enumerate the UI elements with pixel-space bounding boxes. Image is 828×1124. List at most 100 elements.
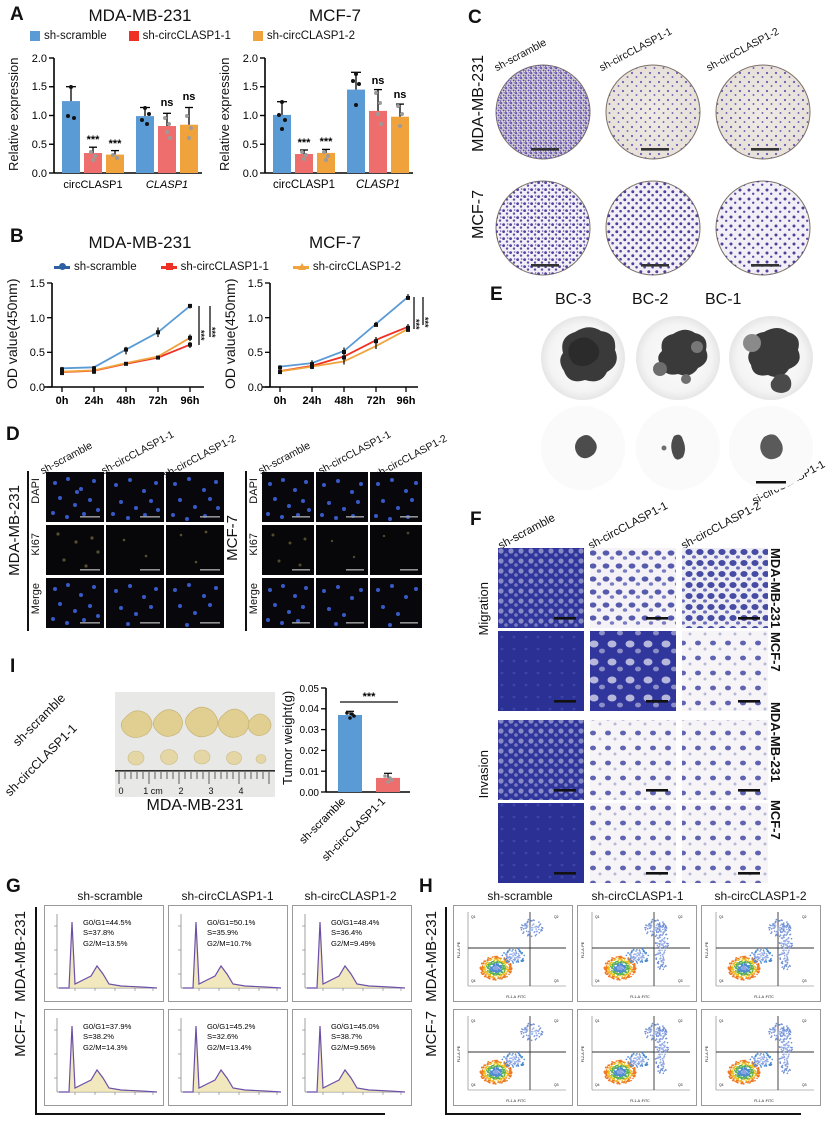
legend-swatch-icon	[252, 31, 263, 41]
svg-text:Q3: Q3	[554, 1083, 559, 1087]
cellcycle-stats: G0/G1=37.9% S=38.2% G2/M=14.3%	[83, 1022, 132, 1052]
svg-text:24h: 24h	[85, 395, 104, 407]
svg-text:Q3: Q3	[802, 1083, 807, 1087]
svg-text:1.5: 1.5	[248, 278, 263, 290]
svg-text:48h: 48h	[117, 395, 136, 407]
cellcycle-stats: G0/G1=45.2% S=32.6% G2/M=13.4%	[207, 1022, 256, 1052]
legend-line-triangle-icon	[292, 263, 309, 270]
svg-text:48h: 48h	[335, 395, 354, 407]
svg-text:Q1: Q1	[471, 1019, 476, 1023]
ruler-tick-0: 0	[118, 786, 123, 796]
svg-text:Q1: Q1	[595, 1019, 600, 1023]
panel-g-col-1: sh-circCLASP1-1	[181, 889, 274, 903]
panel-b: B MDA-MB-231 MCF-7 sh-scramble sh-circCL…	[0, 225, 430, 425]
cellcycle-histogram: G0/G1=45.0% S=38.7% G2/M=9.56%	[292, 1009, 412, 1106]
panel-d-g2-divider	[245, 471, 247, 631]
panel-i-row-label-1: sh-circCLASP1-1	[2, 721, 80, 799]
svg-text:0.5: 0.5	[30, 347, 45, 359]
svg-text:FL2-A :PE: FL2-A :PE	[457, 941, 461, 958]
panel-c-row-label-1: MCF-7	[470, 190, 487, 239]
panel-c-row-label-0: MDA-MB-231	[470, 55, 487, 152]
panel-h-col-0: sh-scramble	[487, 889, 553, 903]
panel-g-col-0: sh-scramble	[77, 889, 143, 903]
svg-text:2.0: 2.0	[243, 53, 258, 65]
svg-text:Q2: Q2	[802, 915, 807, 919]
panel-b-label: B	[10, 226, 24, 247]
panel-e-col-label-0: BC-3	[555, 291, 592, 308]
svg-text:FL2-A :PE: FL2-A :PE	[705, 1045, 709, 1062]
svg-text:Q3: Q3	[554, 979, 559, 983]
svg-text:0.0: 0.0	[248, 382, 263, 394]
svg-text:***: ***	[420, 317, 430, 328]
svg-text:Q1: Q1	[471, 915, 476, 919]
cellcycle-histogram: G0/G1=44.5% S=37.8% G2/M=13.5%	[44, 905, 164, 1002]
apoptosis-scatter: Q1 Q2 Q4 Q3 FL1-A :FITC FL2-A :PE	[577, 905, 697, 1002]
svg-text:0h: 0h	[274, 395, 287, 407]
panel-b-chart2-svg: 0.0 0.5 1.0 1.5	[248, 278, 430, 407]
panel-i-photo-caption: MDA-MB-231	[146, 797, 244, 814]
svg-text:ns: ns	[183, 91, 196, 103]
panel-b-ylabel: OD value(450nm)	[4, 278, 20, 390]
panel-a-chart-mcf7: Relative expression 0.0 0.5 1.0 1.5 2.0	[215, 48, 420, 218]
spheroid-well	[729, 316, 813, 400]
svg-text:ns: ns	[161, 97, 174, 109]
panel-h-col-1: sh-circCLASP1-1	[591, 889, 684, 903]
svg-text:FL1-A :FITC: FL1-A :FITC	[506, 1099, 526, 1103]
svg-text:FL2-A :PE: FL2-A :PE	[581, 941, 585, 958]
svg-text:Q4: Q4	[471, 1083, 476, 1087]
svg-text:0.0: 0.0	[243, 168, 258, 180]
svg-text:0.05: 0.05	[300, 684, 320, 695]
svg-text:CLASP1: CLASP1	[146, 179, 188, 191]
panel-f-row-cell-0: MDA-MB-231	[768, 548, 783, 629]
panel-h-row-1: MCF-7	[423, 1011, 440, 1057]
panel-f-label: F	[470, 509, 482, 530]
cellcycle-histogram: G0/G1=50.1% S=35.9% G2/M=10.7%	[168, 905, 288, 1002]
bar-sh-scramble	[338, 715, 362, 792]
svg-text:Q3: Q3	[678, 979, 683, 983]
panel-h-row-0: MDA-MB-231	[423, 911, 440, 1002]
svg-text:Q1: Q1	[719, 915, 724, 919]
svg-text:FL2-A :PE: FL2-A :PE	[581, 1045, 585, 1062]
panel-d-g1-images	[46, 472, 224, 628]
ruler-tick-2: 2	[178, 786, 183, 796]
panel-e-col-label-1: BC-2	[632, 291, 669, 308]
apoptosis-scatter: Q1 Q2 Q4 Q3 FL1-A :FITC FL2-A :PE	[701, 905, 821, 1002]
panel-e-images	[541, 316, 813, 490]
legend-label: sh-circCLASP1-1	[142, 30, 231, 42]
svg-text:0.00: 0.00	[300, 788, 320, 799]
svg-text:FL2-A :PE: FL2-A :PE	[457, 1045, 461, 1062]
svg-text:0.5: 0.5	[243, 139, 258, 151]
spheroid-well	[541, 406, 625, 490]
panel-d-g1-divider	[27, 471, 29, 631]
legend-label: sh-scramble	[44, 30, 107, 42]
panel-a-chart1-title: MDA-MB-231	[88, 6, 192, 25]
svg-text:***: ***	[411, 319, 421, 330]
spheroid-well	[636, 316, 720, 400]
svg-text:24h: 24h	[303, 395, 322, 407]
svg-text:***: ***	[109, 138, 123, 150]
ruler-tick-1: 1 cm	[143, 786, 163, 796]
legend-label: sh-scramble	[74, 261, 137, 273]
panel-e-col-label-2: BC-1	[705, 291, 742, 308]
colony-dish	[495, 64, 591, 160]
svg-text:FL1-A :FITC: FL1-A :FITC	[506, 995, 526, 999]
svg-text:Q1: Q1	[595, 915, 600, 919]
cellcycle-histogram: G0/G1=37.9% S=38.2% G2/M=14.3%	[44, 1009, 164, 1106]
bar-sh-circclasp1-1	[376, 777, 400, 792]
cellcycle-stats: G0/G1=45.0% S=38.7% G2/M=9.56%	[331, 1022, 380, 1052]
panel-a-ylabel: Relative expression	[6, 57, 21, 171]
legend-item-sh-circclasp1-2: sh-circCLASP1-2	[252, 30, 355, 42]
panel-g-label: G	[6, 876, 21, 897]
legend-item-sh-scramble: sh-scramble	[30, 30, 107, 42]
svg-text:1.5: 1.5	[243, 81, 258, 93]
legend-item-sh-scramble: sh-scramble	[54, 261, 137, 273]
apoptosis-scatter: Q1 Q2 Q4 Q3 FL1-A :FITC FL2-A :PE	[701, 1009, 821, 1106]
panel-b-chart-mda: OD value(450nm) 0.0 0.5 1.0 1.5	[4, 275, 217, 425]
colony-dish	[715, 64, 811, 160]
svg-text:Q4: Q4	[595, 979, 600, 983]
panel-d-g1-row-2: Merge	[30, 583, 42, 615]
panel-g-col-2: sh-circCLASP1-2	[304, 889, 397, 903]
svg-text:***: ***	[320, 136, 334, 148]
svg-text:96h: 96h	[181, 395, 200, 407]
legend-line-circle-icon	[54, 263, 70, 270]
